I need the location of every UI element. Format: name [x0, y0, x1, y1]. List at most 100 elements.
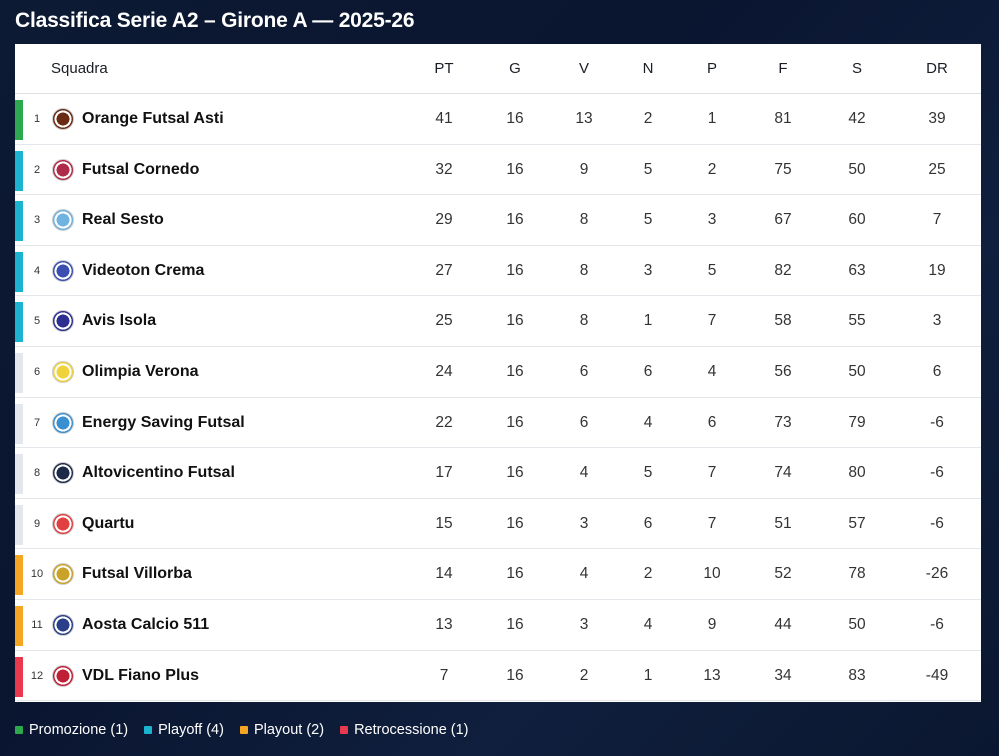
cell-v: 9 [579, 160, 589, 178]
table-row[interactable]: 12 VDL Fiano Plus 7 16 2 1 13 34 83 -49 [15, 651, 981, 702]
position: 8 [33, 467, 41, 480]
table-row[interactable]: 1 Orange Futsal Asti 41 16 13 2 1 81 42 39 [15, 94, 981, 145]
cell-s: 63 [848, 261, 866, 279]
team-name[interactable]: Videoton Crema [82, 261, 205, 279]
team-crest-icon [52, 310, 74, 333]
cell-pt: 7 [439, 666, 449, 684]
cell-p: 13 [703, 666, 721, 684]
cell-s: 50 [848, 160, 866, 178]
cell-dr: 19 [928, 261, 946, 279]
team-name[interactable]: Energy Saving Futsal [82, 413, 245, 431]
cell-v: 3 [579, 616, 589, 633]
legend-swatch [239, 726, 248, 734]
cell-s: 78 [848, 565, 866, 583]
table-row[interactable]: 4 Videoton Crema 27 16 8 3 5 82 63 19 [15, 246, 981, 297]
table-row[interactable]: 8 Altovicentino Futsal 17 16 4 5 7 74 80 -6 [15, 448, 981, 499]
zone-indicator [15, 150, 23, 191]
header-pt[interactable]: PT [434, 60, 454, 77]
zone-indicator [15, 656, 23, 697]
legend-item-promozione: Promozione (1) [15, 722, 128, 738]
cell-p: 7 [707, 464, 717, 482]
cell-pt: 41 [435, 110, 453, 127]
table-row[interactable]: 9 Quartu 15 16 3 6 7 51 57 -6 [15, 499, 981, 550]
position: 5 [33, 315, 41, 328]
cell-v: 3 [579, 514, 589, 532]
cell-pt: 24 [435, 363, 453, 380]
cell-v: 8 [579, 211, 589, 229]
cell-s: 42 [848, 110, 866, 127]
cell-p: 4 [707, 363, 717, 380]
cell-pt: 32 [435, 160, 453, 178]
position: 12 [30, 669, 44, 682]
cell-dr: 7 [932, 211, 942, 229]
cell-pt: 14 [435, 565, 453, 583]
zone-indicator [15, 353, 23, 393]
cell-p: 1 [707, 110, 717, 127]
position: 2 [33, 163, 41, 176]
header-g[interactable]: G [509, 60, 521, 77]
legend: Promozione (1) Playoff (4) Playout (2) Retr… [15, 720, 469, 740]
team-name[interactable]: Futsal Villorba [82, 565, 192, 583]
team-name[interactable]: Olimpia Verona [82, 363, 199, 380]
team-name[interactable]: Avis Isola [82, 312, 157, 330]
position: 11 [31, 619, 43, 631]
cell-p: 10 [703, 565, 721, 583]
team-name[interactable]: Aosta Calcio 511 [82, 616, 210, 633]
table-row[interactable]: 7 Energy Saving Futsal 22 16 6 4 6 73 79 -6 [15, 398, 981, 449]
table-row[interactable]: 5 Avis Isola 25 16 8 1 7 58 55 3 [15, 296, 981, 347]
cell-n: 1 [643, 312, 653, 330]
header-s[interactable]: S [851, 60, 862, 77]
team-crest-icon [52, 512, 74, 535]
cell-dr: 39 [928, 110, 946, 127]
header-dr[interactable]: DR [926, 60, 948, 77]
cell-dr: -6 [930, 413, 944, 431]
header-p[interactable]: P [706, 60, 717, 77]
cell-p: 7 [707, 514, 717, 532]
cell-n: 1 [643, 666, 653, 684]
table-row[interactable]: 2 Futsal Cornedo 32 16 9 5 2 75 50 25 [15, 145, 981, 196]
team-crest-icon [52, 462, 74, 485]
table-header: Squadra PT G V N P F S DR [15, 44, 981, 94]
header-team[interactable]: Squadra [51, 60, 108, 77]
cell-n: 4 [643, 413, 653, 431]
team-crest-icon [52, 563, 74, 586]
table-row[interactable]: 6 Olimpia Verona 24 16 6 6 4 56 50 6 [15, 347, 981, 398]
cell-p: 3 [707, 211, 717, 229]
table-row[interactable]: 11 Aosta Calcio 511 13 16 3 4 9 44 50 -6 [15, 600, 981, 651]
team-name[interactable]: Real Sesto [82, 211, 164, 229]
cell-g: 16 [506, 464, 524, 482]
team-name[interactable]: Futsal Cornedo [82, 160, 200, 178]
cell-n: 5 [643, 211, 653, 229]
cell-dr: 6 [932, 363, 942, 380]
header-f[interactable]: F [778, 60, 788, 77]
zone-indicator [15, 606, 23, 646]
cell-v: 2 [579, 666, 589, 684]
table-row[interactable]: 3 Real Sesto 29 16 8 5 3 67 60 7 [15, 195, 981, 246]
zone-indicator [15, 504, 23, 545]
cell-v: 8 [579, 261, 589, 279]
cell-g: 16 [506, 110, 524, 127]
position: 10 [30, 568, 44, 581]
header-v[interactable]: V [578, 60, 589, 77]
cell-g: 16 [506, 666, 524, 684]
header-n[interactable]: N [642, 60, 654, 77]
standings-table: Squadra PT G V N P F S DR 1 Orange Futsal… [15, 44, 981, 702]
cell-n: 3 [643, 261, 653, 279]
team-name[interactable]: Quartu [82, 514, 135, 532]
team-name[interactable]: Altovicentino Futsal [82, 464, 235, 482]
cell-pt: 13 [435, 616, 453, 633]
cell-n: 4 [643, 616, 653, 633]
team-crest-icon [52, 158, 74, 181]
position: 6 [33, 366, 41, 378]
table-row[interactable]: 10 Futsal Villorba 14 16 4 2 10 52 78 -26 [15, 549, 981, 600]
cell-v: 13 [575, 110, 593, 127]
team-crest-icon [52, 664, 74, 687]
cell-n: 6 [643, 363, 653, 380]
cell-f: 67 [774, 211, 792, 229]
cell-dr: -6 [930, 464, 944, 482]
cell-n: 5 [643, 160, 653, 178]
cell-dr: 25 [928, 160, 946, 178]
cell-f: 75 [774, 160, 792, 178]
team-name[interactable]: VDL Fiano Plus [82, 666, 200, 684]
team-name[interactable]: Orange Futsal Asti [82, 110, 224, 127]
